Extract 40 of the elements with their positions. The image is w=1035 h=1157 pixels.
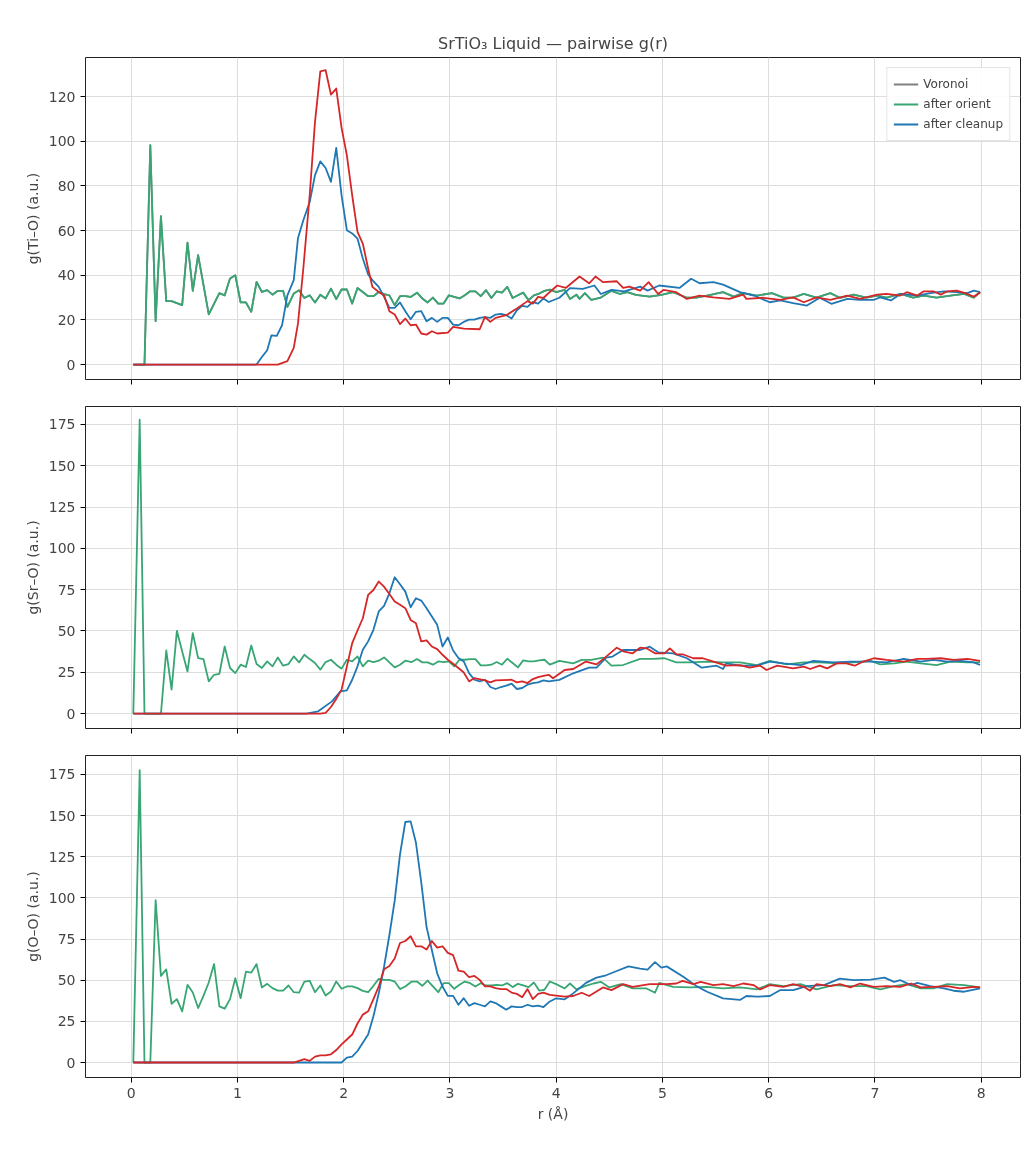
x-tick-label: 6 — [764, 1084, 774, 1101]
legend-label: after orient — [923, 97, 991, 111]
y-tick-label: 80 — [57, 177, 76, 194]
y-axis-title: g(Sr–O) (a.u.) — [24, 520, 41, 615]
legend-label: Voronoi — [923, 77, 969, 91]
y-tick-label: 125 — [48, 499, 76, 515]
y-tick-label: 40 — [57, 267, 76, 284]
y-tick-label: 100 — [48, 540, 76, 557]
x-tick-label: 1 — [232, 1084, 242, 1101]
y-tick-label: 0 — [66, 1054, 76, 1071]
legend-label: after cleanup — [923, 117, 1003, 131]
y-tick-label: 50 — [57, 622, 76, 639]
x-tick-label: 8 — [976, 1084, 986, 1101]
x-tick-label: 3 — [445, 1084, 455, 1101]
y-tick-label: 175 — [48, 766, 76, 783]
y-tick-label: 175 — [48, 416, 76, 433]
y-tick-label: 0 — [66, 356, 76, 373]
y-tick-label: 25 — [57, 664, 76, 681]
y-tick-label: 125 — [48, 848, 76, 865]
y-tick-label: 150 — [48, 457, 76, 474]
y-tick-label: 20 — [57, 311, 76, 328]
y-tick-label: 150 — [48, 807, 76, 824]
y-axis-title: g(Ti–O) (a.u.) — [24, 172, 41, 265]
y-tick-label: 100 — [48, 133, 76, 150]
x-tick-label: 4 — [551, 1084, 561, 1101]
y-tick-label: 75 — [57, 931, 76, 948]
y-tick-label: 100 — [48, 889, 76, 906]
y-axis-title: g(O–O) (a.u.) — [24, 871, 41, 962]
y-tick-label: 60 — [57, 222, 76, 239]
x-tick-label: 2 — [339, 1084, 349, 1101]
y-tick-label: 75 — [57, 581, 76, 598]
y-tick-label: 0 — [66, 705, 76, 722]
chart-title: SrTiO₃ Liquid — pairwise g(r) — [438, 33, 668, 53]
x-axis-title: r (Å) — [537, 1105, 569, 1122]
y-tick-label: 50 — [57, 972, 76, 989]
y-tick-label: 25 — [57, 1013, 76, 1030]
x-tick-label: 5 — [657, 1084, 667, 1101]
x-tick-label: 7 — [870, 1084, 880, 1101]
y-tick-label: 120 — [48, 88, 76, 105]
x-tick-label: 0 — [126, 1084, 136, 1101]
